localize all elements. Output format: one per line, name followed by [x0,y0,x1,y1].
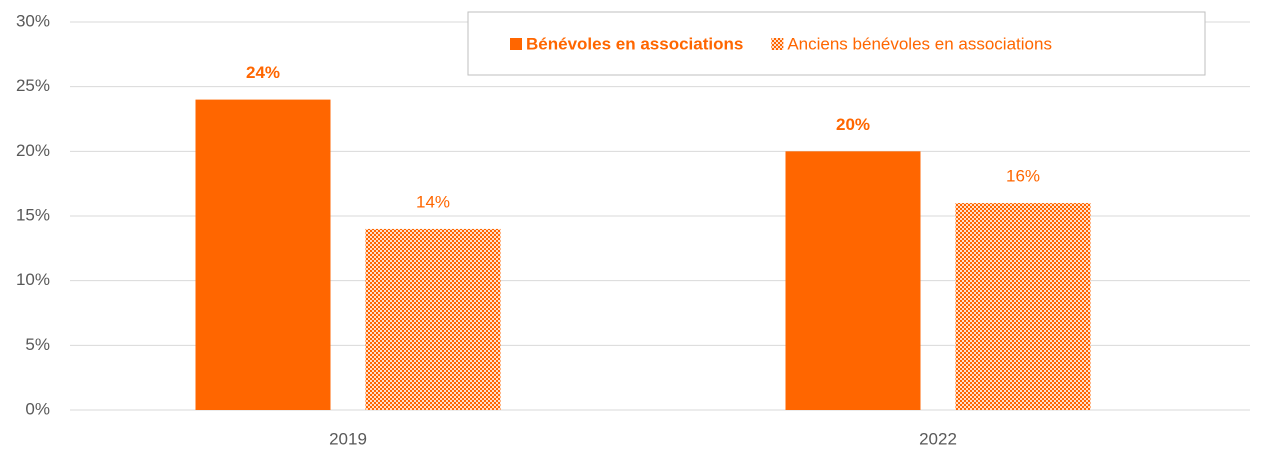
y-tick-label: 30% [16,11,50,30]
value-label: 24% [246,63,280,82]
x-tick-label: 2022 [919,429,957,448]
bar [195,99,331,410]
y-tick-label: 20% [16,141,50,160]
bar [955,203,1091,410]
y-tick-label: 10% [16,270,50,289]
legend-swatch [771,38,784,50]
value-label: 14% [416,192,450,211]
value-label: 16% [1006,167,1040,186]
x-tick-label: 2019 [329,429,367,448]
legend-swatch [510,38,522,50]
y-tick-label: 25% [16,76,50,95]
y-tick-label: 0% [25,399,50,418]
legend-label: Anciens bénévoles en associations [787,34,1052,53]
bar [785,151,921,411]
legend: Bénévoles en associations Anciens bénévol… [467,11,1206,76]
legend-box [467,11,1206,76]
y-tick-label: 5% [25,335,50,354]
value-label: 20% [836,115,870,134]
bar [365,228,501,410]
y-tick-label: 15% [16,205,50,224]
legend-label: Bénévoles en associations [526,34,743,53]
